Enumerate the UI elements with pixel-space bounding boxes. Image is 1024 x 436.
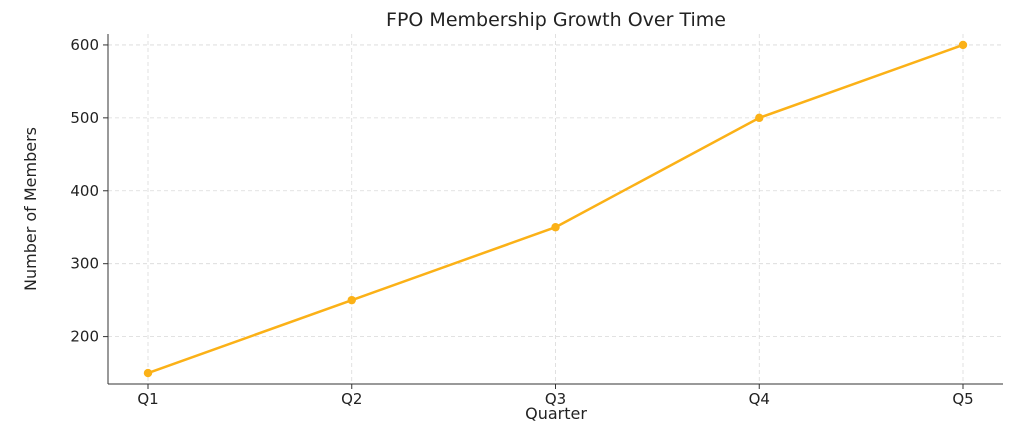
x-tick-label-q4: Q4 [749,390,770,408]
data-point-q2 [347,295,356,305]
y-axis-label: Number of Members [21,127,40,291]
x-axis-label: Quarter [525,404,587,423]
x-tick-label-q3: Q3 [545,390,566,408]
x-tick-label-q2: Q2 [341,390,362,408]
y-tick-label-600: 600 [70,36,99,54]
y-tick-label-200: 200 [70,328,99,346]
chart-title: FPO Membership Growth Over Time [386,9,726,31]
data-point-q5 [958,40,968,50]
data-point-q4 [755,113,764,123]
x-tick-label-q5: Q5 [952,390,973,408]
x-tick-label-q1: Q1 [137,390,158,408]
data-point-q1 [143,368,153,378]
ticks: 200 300 400 500 600 Q1 Q2 Q3 Q4 Q5 [70,36,973,408]
y-tick-label-300: 300 [70,255,99,273]
y-tick-label-400: 400 [70,182,99,200]
data-point-q3 [551,223,560,232]
y-tick-label-500: 500 [70,109,99,127]
series-layer [143,40,968,378]
grid [108,34,1003,384]
